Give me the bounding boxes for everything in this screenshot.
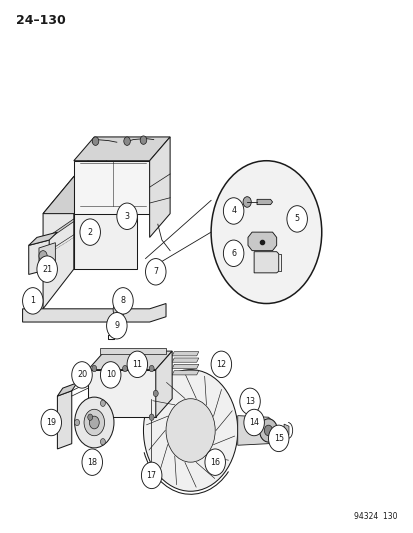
Text: 13: 13 <box>244 397 254 406</box>
Circle shape <box>153 390 158 397</box>
Polygon shape <box>172 358 198 362</box>
Polygon shape <box>237 416 272 445</box>
Circle shape <box>92 137 99 146</box>
Polygon shape <box>256 199 272 205</box>
Polygon shape <box>39 243 55 266</box>
Circle shape <box>242 197 251 207</box>
Text: 24–130: 24–130 <box>17 14 66 27</box>
Text: 94324  130: 94324 130 <box>353 512 396 521</box>
Text: 8: 8 <box>120 296 125 305</box>
Polygon shape <box>57 391 71 449</box>
Polygon shape <box>100 349 166 354</box>
Text: 4: 4 <box>230 206 235 215</box>
Polygon shape <box>43 176 74 309</box>
Text: 10: 10 <box>105 370 115 379</box>
Circle shape <box>84 409 104 435</box>
Polygon shape <box>155 351 172 417</box>
Circle shape <box>204 449 225 475</box>
Circle shape <box>41 409 62 435</box>
Circle shape <box>37 256 57 282</box>
Circle shape <box>82 449 102 475</box>
Text: 7: 7 <box>153 267 158 276</box>
Polygon shape <box>88 351 172 369</box>
Text: 15: 15 <box>273 434 283 443</box>
Circle shape <box>149 414 154 421</box>
Circle shape <box>113 302 124 317</box>
Circle shape <box>74 397 114 448</box>
Circle shape <box>223 240 243 266</box>
Polygon shape <box>57 383 77 396</box>
Text: 21: 21 <box>42 265 52 273</box>
Circle shape <box>122 366 127 372</box>
Circle shape <box>264 425 272 435</box>
Polygon shape <box>149 137 170 237</box>
Circle shape <box>100 362 121 388</box>
Circle shape <box>89 416 99 429</box>
Polygon shape <box>172 370 198 375</box>
Text: 20: 20 <box>77 370 87 379</box>
Polygon shape <box>254 252 278 273</box>
Polygon shape <box>74 161 149 214</box>
Polygon shape <box>283 424 288 437</box>
Text: 16: 16 <box>210 458 220 467</box>
Polygon shape <box>172 365 198 368</box>
Circle shape <box>112 288 133 314</box>
Circle shape <box>211 161 321 303</box>
Text: 1: 1 <box>30 296 35 305</box>
Text: 14: 14 <box>249 418 259 427</box>
Text: 12: 12 <box>216 360 226 369</box>
Circle shape <box>286 206 307 232</box>
Polygon shape <box>74 140 106 214</box>
Text: 2: 2 <box>88 228 93 237</box>
Text: 6: 6 <box>230 249 235 258</box>
Circle shape <box>100 439 105 445</box>
Circle shape <box>39 251 47 261</box>
Text: 18: 18 <box>87 458 97 467</box>
Polygon shape <box>74 137 170 161</box>
Circle shape <box>145 259 166 285</box>
Circle shape <box>239 388 260 415</box>
Circle shape <box>88 414 93 421</box>
Text: 5: 5 <box>294 214 299 223</box>
Circle shape <box>92 366 97 372</box>
Circle shape <box>166 399 215 462</box>
Circle shape <box>149 366 154 372</box>
Circle shape <box>211 351 231 377</box>
Polygon shape <box>23 303 166 322</box>
Text: 19: 19 <box>46 418 56 427</box>
Circle shape <box>100 400 105 407</box>
Circle shape <box>23 288 43 314</box>
Circle shape <box>268 425 288 451</box>
Circle shape <box>106 312 127 339</box>
Polygon shape <box>74 176 137 269</box>
Circle shape <box>259 419 277 442</box>
Text: 3: 3 <box>124 212 129 221</box>
Circle shape <box>123 137 130 146</box>
Polygon shape <box>28 232 57 245</box>
Polygon shape <box>43 219 74 243</box>
Circle shape <box>74 419 79 426</box>
Polygon shape <box>28 240 49 274</box>
Circle shape <box>140 136 146 144</box>
Circle shape <box>141 462 161 489</box>
Polygon shape <box>43 176 137 214</box>
Circle shape <box>80 219 100 245</box>
Text: 9: 9 <box>114 321 119 330</box>
Circle shape <box>71 362 92 388</box>
Circle shape <box>116 203 137 230</box>
Polygon shape <box>172 352 198 356</box>
Circle shape <box>243 409 264 435</box>
Circle shape <box>223 198 243 224</box>
Polygon shape <box>88 369 155 417</box>
Text: 11: 11 <box>132 360 142 369</box>
Polygon shape <box>247 232 276 251</box>
Circle shape <box>143 369 237 491</box>
Text: 17: 17 <box>146 471 157 480</box>
Circle shape <box>127 351 147 377</box>
